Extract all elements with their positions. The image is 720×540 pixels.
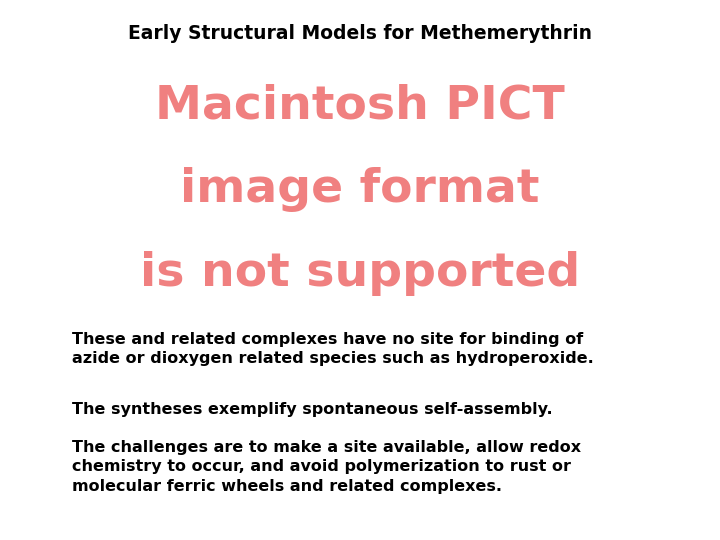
Text: The syntheses exemplify spontaneous self-assembly.: The syntheses exemplify spontaneous self… xyxy=(72,402,553,417)
Text: The challenges are to make a site available, allow redox
chemistry to occur, and: The challenges are to make a site availa… xyxy=(72,440,581,494)
Text: is not supported: is not supported xyxy=(140,251,580,296)
Text: image format: image format xyxy=(180,167,540,212)
Text: Early Structural Models for Methemerythrin: Early Structural Models for Methemerythr… xyxy=(128,24,592,43)
Text: Macintosh PICT: Macintosh PICT xyxy=(155,84,565,129)
Text: These and related complexes have no site for binding of
azide or dioxygen relate: These and related complexes have no site… xyxy=(72,332,594,366)
